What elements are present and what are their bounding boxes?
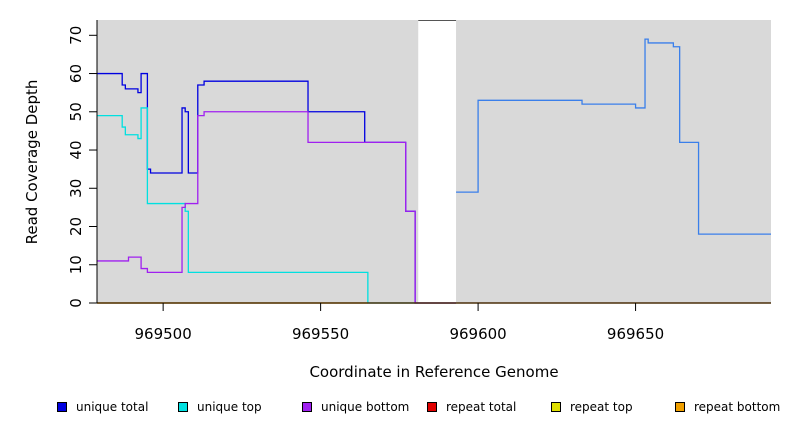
legend-swatch (178, 401, 188, 412)
legend-label: repeat top (570, 400, 633, 414)
legend-item-repeat-top: repeat top (551, 400, 633, 414)
unique-top-line (97, 107, 416, 304)
legend-label: unique top (197, 400, 262, 414)
x-tick-label: 969600 (449, 325, 506, 343)
legend-swatch (302, 401, 312, 412)
y-tick-label: 20 (67, 217, 85, 236)
legend: unique total unique top unique bottom repea… (0, 400, 792, 420)
legend-swatch (675, 401, 685, 412)
y-tick-label: 50 (67, 102, 85, 121)
legend-item-unique-bottom: unique bottom (302, 400, 409, 414)
legend-swatch (551, 401, 561, 412)
legend-label: unique bottom (321, 400, 410, 414)
y-tick-label: 30 (67, 179, 85, 198)
unique-total-line (97, 72, 457, 304)
x-tick-label: 969500 (135, 325, 192, 343)
y-tick-label: 40 (67, 140, 85, 159)
legend-item-repeat-total: repeat total (427, 400, 516, 414)
legend-label: unique total (76, 400, 149, 414)
unique-bottom-line (97, 111, 457, 304)
y-tick-label: 60 (67, 64, 85, 83)
axes: 0 10 20 30 40 50 60 70 969500 969550 969600 969650 (67, 20, 771, 343)
legend-swatch (57, 401, 67, 412)
legend-item-unique-total: unique total (57, 400, 148, 414)
y-tick-label: 70 (67, 26, 85, 45)
legend-item-unique-top: unique top (178, 400, 262, 414)
series-6-line (456, 38, 771, 235)
x-tick-label: 969550 (292, 325, 349, 343)
legend-swatch (427, 401, 437, 412)
gap-region (418, 20, 457, 303)
y-tick-label: 0 (67, 298, 85, 308)
plot-area (97, 20, 771, 303)
legend-item-repeat-bottom: repeat bottom (675, 400, 780, 414)
y-tick-label: 10 (67, 255, 85, 274)
x-axis-title: Coordinate in Reference Genome (309, 363, 558, 381)
x-tick-label: 969650 (607, 325, 664, 343)
y-axis-title: Read Coverage Depth (23, 80, 41, 245)
legend-label: repeat total (446, 400, 517, 414)
legend-label: repeat bottom (694, 400, 781, 414)
